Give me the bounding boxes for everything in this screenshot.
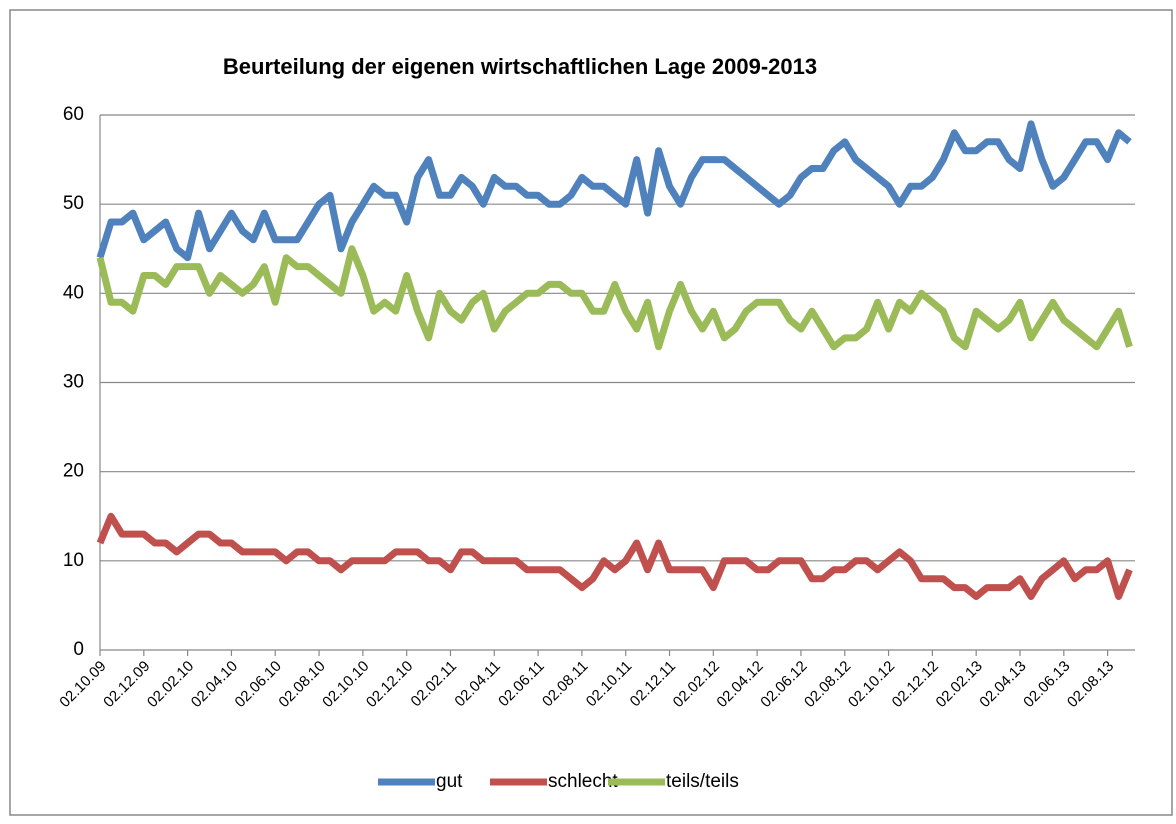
y-tick-label: 30 — [63, 372, 84, 393]
y-tick-label: 0 — [73, 639, 84, 660]
y-tick-label: 50 — [63, 193, 84, 214]
legend-label: teils/teils — [666, 771, 739, 792]
y-tick-label: 40 — [63, 282, 84, 303]
series-line — [96, 512, 1133, 600]
chart-title: Beurteilung der eigenen wirtschaftlichen… — [223, 54, 817, 79]
y-tick-label: 60 — [63, 104, 84, 125]
y-tick-label: 10 — [63, 550, 84, 571]
chart-border — [9, 9, 1173, 816]
y-tick-label: 20 — [63, 461, 84, 482]
legend-label: schlecht — [548, 771, 618, 792]
series-line — [96, 120, 1132, 262]
series-line — [96, 245, 1133, 351]
legend-label: gut — [436, 771, 463, 792]
